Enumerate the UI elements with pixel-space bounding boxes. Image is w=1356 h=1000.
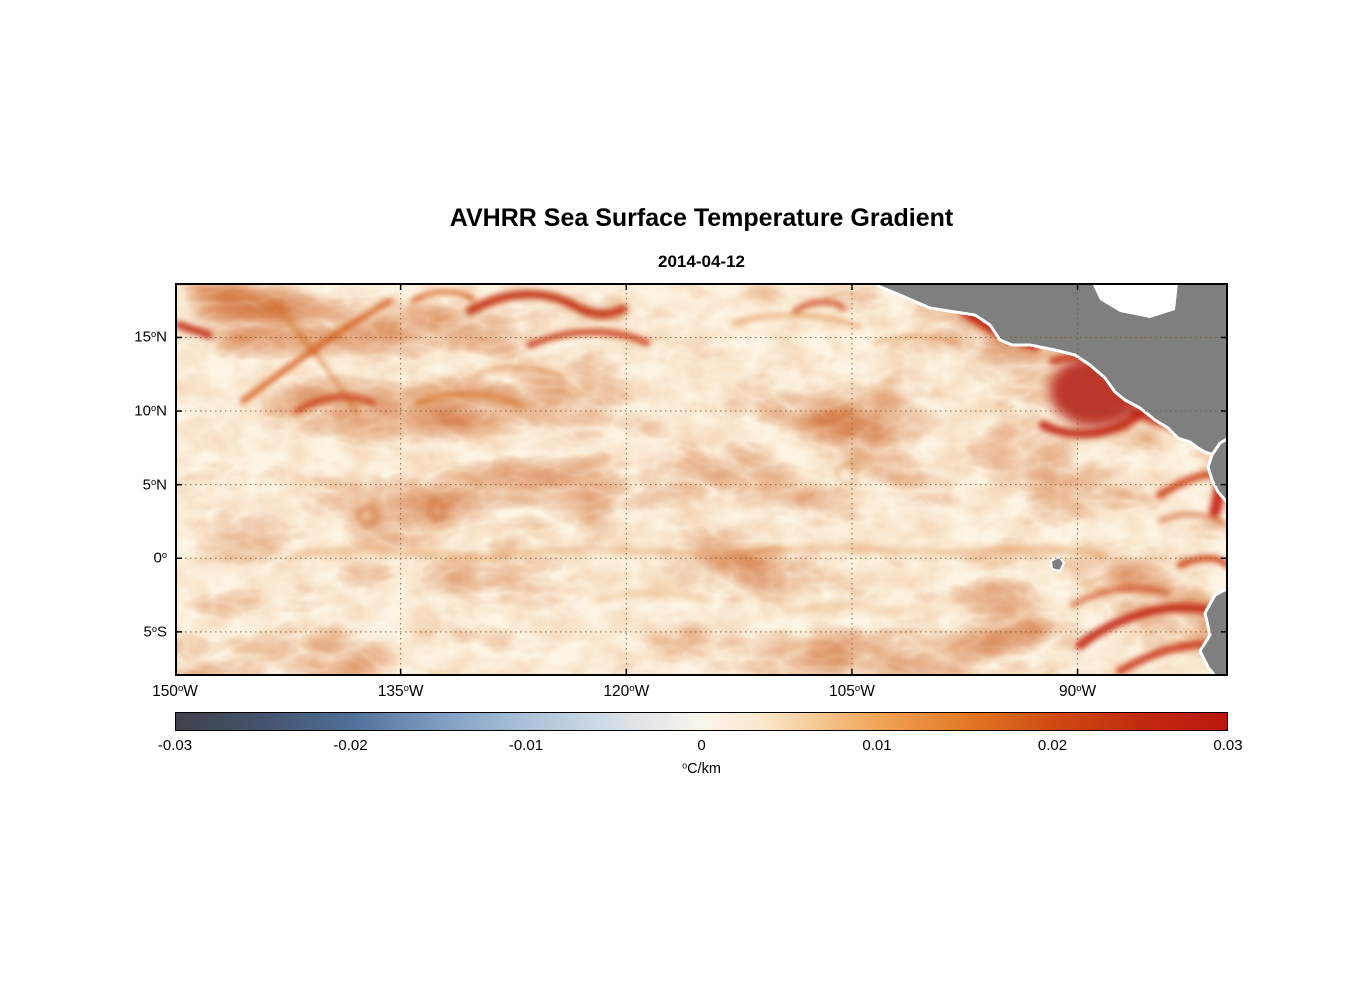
colorbar-tick-label: 0 (697, 737, 706, 754)
y-tick-label: 5oN (142, 476, 167, 494)
front-filament (267, 298, 361, 418)
front-filament (873, 334, 962, 347)
eddy-ring (835, 462, 859, 486)
y-tick-label: 15oN (134, 328, 167, 346)
x-tick-label: 120oW (603, 683, 650, 700)
colorbar (175, 712, 1228, 731)
y-tick-label: 0o (153, 549, 167, 567)
x-tick-label: 150oW (152, 683, 198, 700)
colorbar-tick-label: 0.02 (1037, 737, 1068, 754)
colorbar-tick-label: 0.03 (1213, 737, 1243, 754)
front-filament (792, 299, 846, 314)
colorbar-unit-label: oC/km (682, 760, 721, 777)
x-tick-label: 105oW (828, 683, 875, 700)
land-peru-coast (1198, 586, 1228, 676)
eddy-ring (427, 501, 447, 521)
front-filament (1038, 406, 1148, 439)
y-axis-tick-labels: 15oN 10oN 5oN 0o 5oS (0, 283, 167, 676)
front-filament (465, 289, 628, 319)
front-filament (593, 590, 712, 603)
front-filament (410, 289, 476, 304)
axis-frame (175, 283, 1228, 676)
colorbar-tick-label: -0.02 (333, 737, 368, 754)
x-tick-label: 135oW (377, 683, 424, 700)
chart-date: 2014-04-12 (658, 252, 745, 271)
y-tick-label: 10oN (134, 402, 167, 420)
peru-front (1075, 603, 1225, 650)
y-tick-label: 5oS (143, 623, 167, 641)
equatorial-front (291, 545, 1105, 558)
front-filament (783, 602, 901, 615)
front-filament (175, 321, 213, 339)
front-filament (526, 328, 651, 349)
land-colombia-coast (1206, 436, 1228, 504)
caribbean-mask (1092, 283, 1178, 318)
peru-front (1070, 585, 1170, 608)
colorbar-gradient (176, 713, 1227, 730)
coastal-front (1176, 554, 1228, 569)
front-filament (293, 393, 377, 415)
gridlines (175, 283, 1228, 676)
map-plot (174, 283, 1228, 676)
front-filament (473, 365, 565, 379)
colorbar-tick-label: -0.01 (508, 737, 544, 754)
colorbar-tick-label: 0.01 (862, 737, 892, 754)
land-masses (876, 283, 1228, 676)
x-axis-tick-labels: 150oW 135oW 120oW 105oW 90oW (152, 677, 1228, 703)
galapagos-island (1050, 556, 1065, 572)
front-filament (1157, 511, 1226, 526)
chart-title: AVHRR Sea Surface Temperature Gradient (449, 204, 954, 232)
eddy-ring (357, 505, 379, 527)
front-filament (732, 312, 863, 330)
colorbar-tick-labels: -0.03 -0.02 -0.01 0 0.01 0.02 0.03 (158, 737, 1243, 757)
map-axes (174, 283, 1228, 676)
front-filament (414, 391, 526, 410)
x-tick-label: 90oW (1058, 683, 1097, 700)
colorbar-tick-label: -0.03 (157, 737, 193, 754)
